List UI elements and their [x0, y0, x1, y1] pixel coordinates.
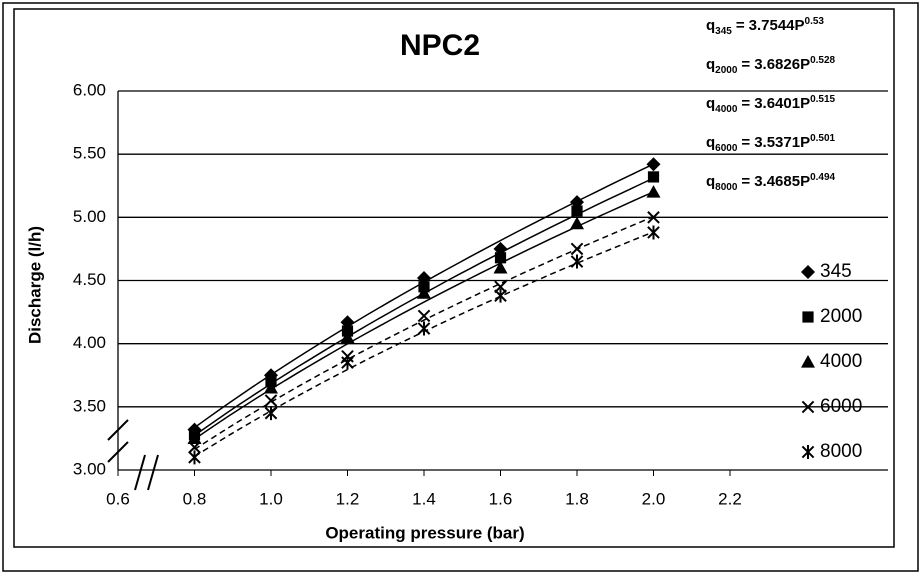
chart-title: NPC2 [400, 29, 480, 62]
marker [801, 265, 815, 279]
x-tick-label: 0.6 [106, 489, 130, 508]
y-tick-label: 4.00 [73, 333, 106, 352]
equation-part: 0.494 [810, 172, 835, 183]
marker [341, 355, 354, 370]
equation: q6000 = 3.5371P0.501 [706, 133, 836, 154]
equation: q4000 = 3.6401P0.515 [706, 94, 836, 115]
legend-label: 345 [820, 261, 852, 282]
equation-part: 2000 [715, 65, 738, 76]
marker [801, 400, 815, 414]
marker [647, 171, 660, 183]
marker [646, 185, 661, 198]
marker [187, 431, 202, 445]
x-tick-label: 2.2 [718, 489, 742, 508]
marker [417, 309, 431, 323]
equation-part: q [706, 95, 715, 112]
x-tick-label: 2.0 [642, 489, 666, 508]
marker [802, 311, 814, 323]
marker [188, 450, 201, 465]
legend-label: 4000 [820, 351, 862, 372]
marker [494, 252, 507, 264]
equation-part: P [800, 173, 810, 190]
x-axis-label: Operating pressure (bar) [325, 523, 524, 542]
marker [188, 440, 201, 454]
marker [647, 211, 660, 224]
marker [570, 216, 584, 230]
marker [264, 394, 278, 407]
equation-part: = [741, 95, 750, 112]
x-tick-label: 1.0 [259, 489, 283, 508]
x-tick-label: 0.8 [183, 489, 207, 508]
marker [570, 242, 584, 256]
marker [493, 260, 508, 274]
legend-label: 2000 [820, 306, 862, 327]
equation-part: = [736, 17, 745, 34]
equation-part: 3.7544 [749, 17, 796, 34]
y-tick-label: 3.50 [73, 396, 106, 415]
marker [264, 406, 278, 421]
marker [646, 157, 661, 172]
equation-part: 3.4685 [754, 173, 800, 190]
axis-break [107, 419, 159, 491]
equation: q345 = 3.7544P0.53 [706, 16, 824, 37]
equation-part: q [706, 17, 715, 34]
equation-part: P [795, 17, 805, 34]
marker [571, 205, 583, 217]
marker [647, 225, 660, 240]
plot-frame [13, 8, 895, 548]
equation-part: 0.53 [805, 16, 825, 27]
equation-part: = [741, 56, 750, 73]
equation-part: q [706, 56, 715, 73]
equation-part: 0.528 [810, 55, 835, 66]
equation-part: 3.6826 [754, 56, 800, 73]
equation-part: 8000 [715, 182, 738, 193]
equation-part: q [706, 173, 715, 190]
x-tick-label: 1.2 [336, 489, 360, 508]
equation-part: 3.6401 [754, 95, 800, 112]
equation-part: q [706, 134, 715, 151]
equation-part: = [741, 134, 750, 151]
legend-label: 8000 [820, 441, 862, 462]
marker [417, 286, 431, 299]
marker [494, 288, 507, 303]
equation-part: 0.501 [810, 133, 835, 144]
y-tick-label: 6.00 [73, 80, 106, 99]
equation-part: 6000 [715, 143, 738, 154]
legend-label: 6000 [820, 396, 862, 417]
equation-part: 3.5371 [754, 134, 800, 151]
equation-part: P [800, 95, 810, 112]
x-tick-label: 1.4 [412, 489, 436, 508]
equation-part: 4000 [715, 104, 738, 115]
marker [570, 254, 584, 269]
y-tick-label: 5.00 [73, 207, 106, 226]
equation-part: 345 [715, 26, 732, 37]
x-tick-label: 1.8 [565, 489, 589, 508]
x-tick-label: 1.6 [489, 489, 513, 508]
equation-part: P [800, 134, 810, 151]
marker [417, 321, 431, 336]
equation-part: P [800, 56, 810, 73]
marker [801, 355, 815, 368]
marker [340, 330, 355, 343]
equation-part: 0.515 [810, 94, 835, 105]
marker [264, 380, 278, 394]
equation-part: = [741, 173, 750, 190]
y-tick-label: 5.50 [73, 144, 106, 163]
equation: q2000 = 3.6826P0.528 [706, 55, 836, 76]
y-tick-label: 3.00 [73, 459, 106, 478]
y-tick-label: 4.50 [73, 270, 106, 289]
y-axis-label: Discharge (l/h) [25, 226, 44, 344]
equation: q8000 = 3.4685P0.494 [706, 172, 836, 193]
marker [801, 445, 815, 459]
